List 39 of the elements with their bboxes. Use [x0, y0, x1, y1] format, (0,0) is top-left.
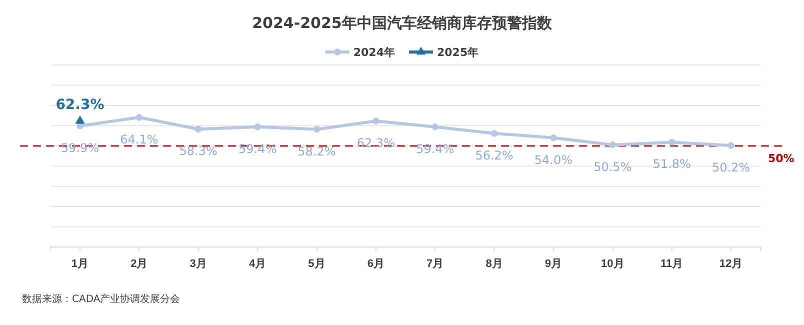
- data-label: 50.5%: [594, 160, 632, 174]
- x-tick-label: 2月: [130, 258, 148, 270]
- point: [609, 142, 616, 148]
- x-tick-label: 11月: [660, 258, 684, 270]
- x-tick-label: 12月: [719, 258, 743, 270]
- ref-line-label: 50%: [768, 152, 794, 165]
- point: [490, 130, 498, 137]
- x-tick-label: 9月: [544, 258, 562, 270]
- x-tick-label: 10月: [601, 258, 624, 270]
- x-tick-label: 1月: [71, 258, 89, 270]
- data-label: 62.3%: [56, 97, 104, 114]
- source-note: 数据来源：CADA产业协调发展分会: [22, 293, 180, 305]
- data-label: 59.9%: [60, 140, 100, 155]
- data-label: 58.2%: [298, 144, 336, 158]
- point: [372, 118, 380, 124]
- legend-label: 2024年: [353, 46, 395, 59]
- chart-title: 2024-2025年中国汽车经销商库存预警指数: [252, 14, 553, 32]
- point: [136, 114, 143, 121]
- x-tick-label: 5月: [308, 258, 326, 270]
- x-tick-label: 3月: [190, 258, 207, 270]
- point: [728, 142, 734, 149]
- data-label: 59.4%: [416, 142, 454, 156]
- point: [668, 138, 676, 146]
- data-label: 54.0%: [534, 152, 573, 167]
- legend-label: 2025年: [437, 46, 479, 59]
- point: [313, 126, 320, 133]
- data-label: 58.3%: [179, 144, 218, 158]
- data-label: 51.8%: [652, 157, 691, 172]
- point: [254, 124, 261, 130]
- point: [550, 134, 557, 142]
- x-tick-label: 6月: [367, 258, 384, 270]
- point: [195, 126, 202, 132]
- data-label: 56.2%: [475, 148, 514, 162]
- data-label: 50.2%: [712, 160, 750, 174]
- x-tick-label: 7月: [426, 258, 444, 270]
- x-tick-label: 8月: [486, 258, 503, 270]
- point: [432, 124, 438, 130]
- data-label: 64.1%: [120, 132, 158, 146]
- x-tick-label: 4月: [248, 258, 266, 270]
